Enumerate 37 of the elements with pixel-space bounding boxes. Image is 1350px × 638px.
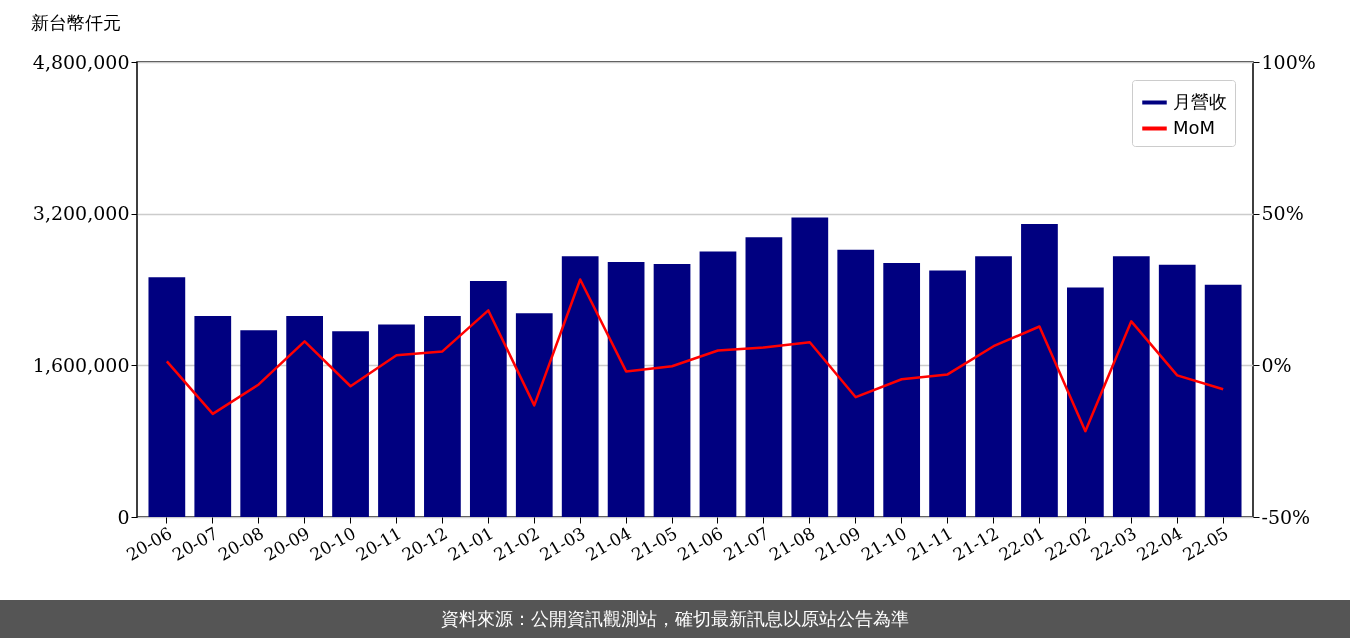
y2-tick-label: -50% [1261, 505, 1311, 528]
bar [332, 331, 369, 517]
y-tick-label: 0 [117, 505, 130, 528]
legend-label: 月營收 [1173, 90, 1227, 112]
bar [148, 277, 186, 517]
bar [929, 270, 966, 517]
y-tick-label: 3,200,000 [32, 202, 130, 225]
bar [240, 330, 278, 517]
y2-tick-label: 0% [1261, 353, 1292, 376]
y2-tick-label: 100% [1261, 50, 1316, 73]
bar [745, 237, 783, 517]
bar [1204, 284, 1242, 517]
bar [837, 249, 875, 517]
bar [1067, 287, 1104, 517]
bar [699, 251, 737, 517]
y-tick-label: 4,800,000 [32, 50, 130, 73]
bar [424, 316, 461, 517]
y2-tick-label: 50% [1261, 202, 1304, 225]
bar [469, 280, 507, 517]
source-note: 資料來源：公開資訊觀測站，確切最新訊息以原站公告為準 [0, 600, 1350, 638]
legend-label: MoM [1173, 116, 1216, 138]
line-series [165, 278, 1225, 433]
bar [286, 316, 323, 517]
bar [1112, 256, 1150, 517]
bar [378, 324, 415, 517]
bar [975, 256, 1012, 517]
bar [561, 256, 599, 517]
y-tick-label: 1,600,000 [32, 353, 130, 376]
bar [1021, 224, 1058, 517]
bar [883, 262, 921, 517]
bar [194, 316, 232, 517]
bar [653, 263, 691, 517]
y-axis-title: 新台幣仟元 [30, 11, 121, 33]
bar [791, 217, 829, 517]
bar [607, 262, 645, 517]
bar [515, 313, 553, 517]
bar [1158, 264, 1196, 517]
